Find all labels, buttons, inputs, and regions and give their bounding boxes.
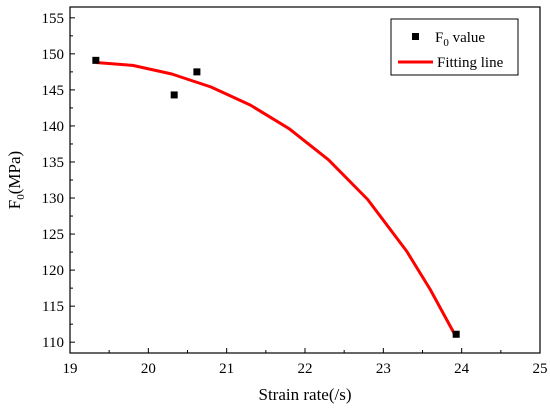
y-tick-label: 120 — [42, 263, 65, 279]
x-axis: 19 20 21 22 23 24 25 — [63, 348, 548, 377]
x-tick-label: 19 — [63, 361, 78, 377]
y-axis-label: F0(MPa) — [5, 151, 27, 209]
f0-data-point — [452, 330, 460, 338]
x-tick-label: 24 — [454, 361, 470, 377]
legend-label-fitting-line: Fitting line — [437, 55, 504, 71]
x-tick-label: 20 — [141, 361, 156, 377]
f0-data-point — [193, 68, 201, 76]
y-axis: 110 115 120 125 130 135 140 145 150 155 — [42, 11, 75, 351]
x-tick-label: 21 — [219, 361, 234, 377]
legend-marker-f0-value — [412, 33, 419, 40]
y-tick-label: 140 — [42, 119, 65, 135]
fitting-line — [95, 61, 458, 338]
y-tick-label: 130 — [42, 191, 65, 207]
plot-area — [92, 56, 460, 338]
legend-f0-main: F — [435, 30, 443, 46]
legend-label-f0-value: F0 value — [435, 30, 485, 49]
x-tick-label: 25 — [533, 361, 548, 377]
y-tick-label: 110 — [42, 335, 64, 351]
legend-f0-rest: value — [449, 30, 486, 46]
x-axis-label: Strain rate(/s) — [259, 385, 352, 404]
y-axis-label-main: F — [5, 200, 24, 209]
y-tick-label: 125 — [42, 227, 65, 243]
f0-data-point — [170, 91, 178, 99]
x-tick-label: 22 — [298, 361, 313, 377]
y-axis-label-subscript: 0 — [15, 194, 27, 200]
legend-f0-subscript: 0 — [443, 37, 449, 49]
y-axis-label-unit: (MPa) — [5, 151, 24, 194]
f0-data-point — [92, 56, 100, 64]
legend-box — [390, 18, 519, 76]
y-tick-label: 150 — [42, 47, 65, 63]
y-tick-label: 135 — [42, 155, 65, 171]
x-tick-label: 23 — [376, 361, 391, 377]
legend: F0 value Fitting line — [390, 18, 519, 76]
y-tick-label: 155 — [42, 11, 65, 27]
y-tick-label: 115 — [42, 299, 64, 315]
y-tick-label: 145 — [42, 83, 65, 99]
